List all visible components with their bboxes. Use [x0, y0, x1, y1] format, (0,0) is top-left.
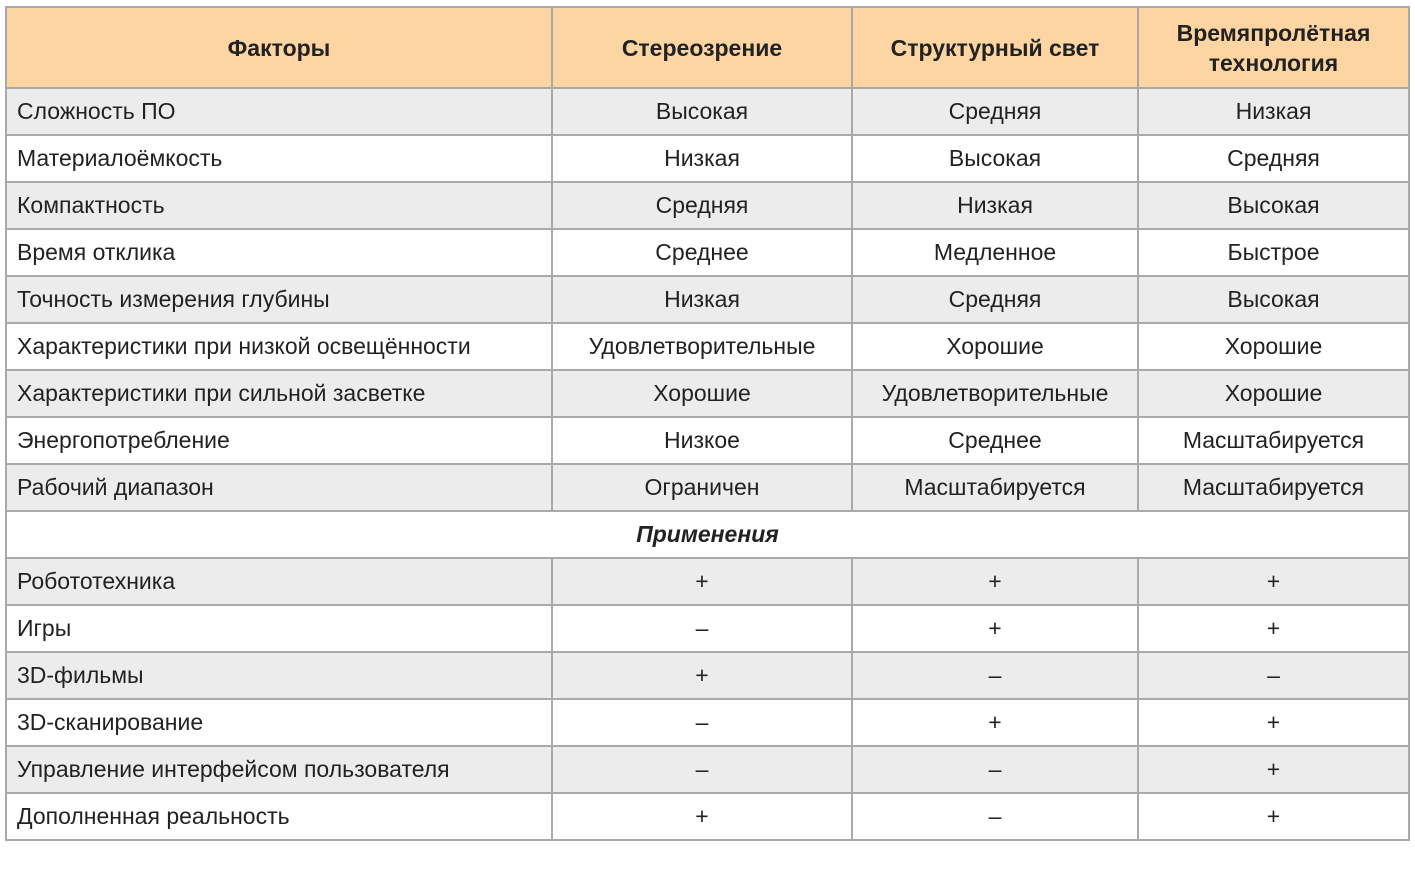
- table-row: Компактность Средняя Низкая Высокая: [5, 181, 1410, 230]
- row-label: Робототехника: [5, 557, 553, 606]
- cell: Удовлетворительные: [851, 369, 1139, 418]
- cell: –: [851, 745, 1139, 794]
- table-row: 3D-сканирование – + +: [5, 698, 1410, 747]
- row-label: Рабочий диапазон: [5, 463, 553, 512]
- cell: +: [851, 604, 1139, 653]
- cell: +: [1137, 792, 1410, 841]
- cell: Хорошие: [1137, 369, 1410, 418]
- cell: +: [1137, 557, 1410, 606]
- table-row: Точность измерения глубины Низкая Средняя В…: [5, 275, 1410, 324]
- header-cell: Факторы: [5, 6, 553, 89]
- cell: Высокая: [551, 87, 853, 136]
- header-cell: Стереозрение: [551, 6, 853, 89]
- table-row: Сложность ПО Высокая Средняя Низкая: [5, 87, 1410, 136]
- section-label: Применения: [5, 510, 1410, 559]
- cell: Масштабируется: [1137, 416, 1410, 465]
- cell: Среднее: [851, 416, 1139, 465]
- cell: Средняя: [1137, 134, 1410, 183]
- cell: Масштабируется: [1137, 463, 1410, 512]
- cell: Средняя: [851, 87, 1139, 136]
- cell: Низкая: [551, 134, 853, 183]
- cell: Низкая: [1137, 87, 1410, 136]
- cell: Средняя: [851, 275, 1139, 324]
- table-row: Дополненная реальность + – +: [5, 792, 1410, 841]
- row-label: 3D-фильмы: [5, 651, 553, 700]
- row-label: Игры: [5, 604, 553, 653]
- table-row: Рабочий диапазон Ограничен Масштабируется М…: [5, 463, 1410, 512]
- row-label: 3D-сканирование: [5, 698, 553, 747]
- cell: +: [551, 557, 853, 606]
- cell: Низкая: [851, 181, 1139, 230]
- cell: –: [551, 604, 853, 653]
- table-row: Время отклика Среднее Медленное Быстрое: [5, 228, 1410, 277]
- row-label: Характеристики при низкой освещённости: [5, 322, 553, 371]
- cell: –: [551, 745, 853, 794]
- header-cell: Времяпролётная технология: [1137, 6, 1410, 89]
- table-body: Факторы Стереозрение Структурный свет Время…: [5, 6, 1410, 841]
- table-row: 3D-фильмы + – –: [5, 651, 1410, 700]
- row-label: Характеристики при сильной засветке: [5, 369, 553, 418]
- cell: Хорошие: [851, 322, 1139, 371]
- row-label: Время отклика: [5, 228, 553, 277]
- cell: –: [851, 651, 1139, 700]
- cell: Низкое: [551, 416, 853, 465]
- table-row: Характеристики при сильной засветке Хорош…: [5, 369, 1410, 418]
- row-label: Сложность ПО: [5, 87, 553, 136]
- cell: Ограничен: [551, 463, 853, 512]
- cell: Высокая: [1137, 181, 1410, 230]
- cell: Удовлетворительные: [551, 322, 853, 371]
- row-label: Энергопотребление: [5, 416, 553, 465]
- cell: Высокая: [851, 134, 1139, 183]
- header-cell: Структурный свет: [851, 6, 1139, 89]
- cell: Хорошие: [551, 369, 853, 418]
- table-row: Управление интерфейсом пользователя – – +: [5, 745, 1410, 794]
- cell: Низкая: [551, 275, 853, 324]
- table-row: Материалоёмкость Низкая Высокая Средняя: [5, 134, 1410, 183]
- cell: +: [851, 698, 1139, 747]
- cell: Высокая: [1137, 275, 1410, 324]
- cell: Среднее: [551, 228, 853, 277]
- cell: +: [851, 557, 1139, 606]
- table-row: Игры – + +: [5, 604, 1410, 653]
- row-label: Управление интерфейсом пользователя: [5, 745, 553, 794]
- cell: +: [551, 792, 853, 841]
- cell: Средняя: [551, 181, 853, 230]
- cell: Быстрое: [1137, 228, 1410, 277]
- cell: +: [1137, 604, 1410, 653]
- table-row: Энергопотребление Низкое Среднее Масштабиру…: [5, 416, 1410, 465]
- table-row: Робототехника + + +: [5, 557, 1410, 606]
- cell: +: [1137, 745, 1410, 794]
- cell: +: [1137, 698, 1410, 747]
- table-row: Характеристики при низкой освещённости Уд…: [5, 322, 1410, 371]
- cell: –: [551, 698, 853, 747]
- cell: –: [1137, 651, 1410, 700]
- cell: Медленное: [851, 228, 1139, 277]
- row-label: Точность измерения глубины: [5, 275, 553, 324]
- section-row: Применения: [5, 510, 1410, 559]
- row-label: Дополненная реальность: [5, 792, 553, 841]
- cell: +: [551, 651, 853, 700]
- cell: Хорошие: [1137, 322, 1410, 371]
- cell: –: [851, 792, 1139, 841]
- comparison-table: Факторы Стереозрение Структурный свет Время…: [5, 6, 1410, 841]
- row-label: Материалоёмкость: [5, 134, 553, 183]
- header-row: Факторы Стереозрение Структурный свет Время…: [5, 6, 1410, 89]
- cell: Масштабируется: [851, 463, 1139, 512]
- row-label: Компактность: [5, 181, 553, 230]
